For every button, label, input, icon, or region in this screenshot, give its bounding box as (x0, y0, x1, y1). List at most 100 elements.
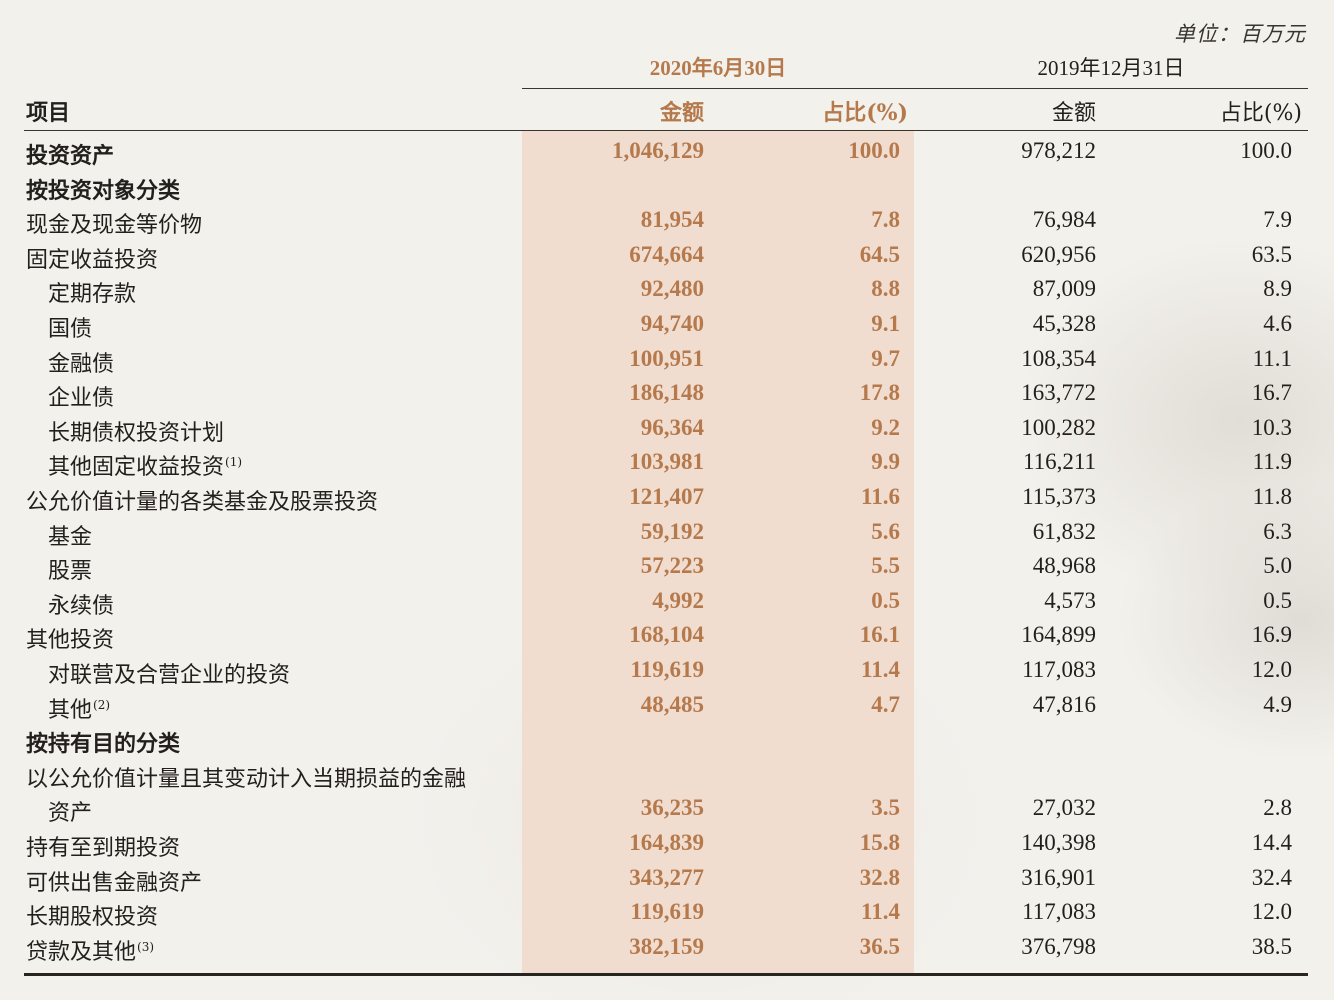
row-label: 金融债 (48, 346, 114, 378)
current-ratio-cell: 15.8 (859, 830, 900, 855)
table-row: 对联营及合营企业的投资 119,619 11.4 117,083 12.0 (0, 653, 1334, 688)
prior-ratio-cell: 100.0 (1240, 138, 1292, 163)
prior-amount-cell: 76,984 (1032, 207, 1096, 233)
prior-amount-cell: 117,083 (1022, 657, 1096, 682)
prior-ratio-cell: 8.9 (1263, 276, 1292, 302)
row-label: 国债 (48, 311, 92, 343)
prior-ratio-cell: 14.4 (1251, 830, 1292, 855)
current-period-highlight (522, 131, 914, 974)
table-row: 国债 94,740 9.1 45,328 4.6 (0, 307, 1334, 343)
current-ratio-cell: 17.8 (859, 380, 900, 406)
row-label-text: 金融债 (48, 351, 115, 377)
row-label-text: 永续债 (48, 593, 115, 619)
prior-amount-cell: 87,009 (1032, 276, 1096, 302)
current-ratio-cell: 5.5 (871, 553, 900, 579)
table-row: 固定收益投资 674,664 64.5 620,956 63.5 (0, 238, 1334, 273)
row-label-text: 持有至到期投资 (26, 836, 181, 861)
row-label: 投资资产 (26, 138, 114, 170)
prior-amount-cell: 108,354 (1021, 345, 1096, 371)
prior-ratio-cell: 63.5 (1251, 241, 1292, 267)
current-ratio-cell: 0.5 (871, 587, 900, 613)
current-amount-cell: 121,407 (629, 484, 704, 509)
row-label-text: 其他固定收益投资 (48, 455, 225, 481)
table-bottom-rule (24, 973, 1308, 976)
prior-ratio-cell: 4.6 (1263, 311, 1292, 336)
current-amount-cell: 164,839 (629, 830, 704, 855)
row-label-text: 投资资产 (26, 143, 115, 169)
table-row: 其他固定收益投资(1) 103,981 9.9 116,211 11.9 (0, 445, 1334, 481)
table-row: 按投资对象分类 (0, 169, 1334, 205)
prior-ratio-cell: 11.1 (1252, 345, 1292, 371)
current-ratio-cell: 11.6 (861, 484, 900, 509)
current-ratio-cell: 16.1 (859, 622, 900, 648)
current-ratio-cell: 11.4 (861, 657, 900, 682)
prior-ratio-cell: 4.9 (1263, 691, 1292, 717)
footnote-marker: (3) (137, 939, 155, 954)
prior-ratio-cell: 11.8 (1252, 484, 1292, 509)
row-label: 长期股权投资 (26, 899, 158, 931)
current-amount-cell: 96,364 (640, 414, 704, 440)
current-ratio-cell: 3.5 (871, 795, 900, 821)
current-ratio-cell: 9.9 (871, 449, 900, 475)
table-row: 长期股权投资 119,619 11.4 117,083 12.0 (0, 895, 1334, 931)
current-ratio-cell: 32.8 (859, 864, 900, 890)
prior-amount-cell: 45,328 (1032, 311, 1096, 336)
current-amount-cell: 119,619 (630, 657, 704, 682)
row-label: 现金及现金等价物 (26, 207, 202, 239)
prior-amount-cell: 978,212 (1021, 138, 1096, 163)
table-row: 公允价值计量的各类基金及股票投资 121,407 11.6 115,373 11.8 (0, 480, 1334, 515)
row-label: 持有至到期投资 (26, 830, 180, 862)
current-ratio-cell: 5.6 (871, 518, 900, 544)
prior-amount-header: 金额 (1051, 101, 1096, 126)
prior-amount-cell: 27,032 (1032, 795, 1096, 821)
row-label-text: 公允价值计量的各类基金及股票投资 (26, 490, 379, 515)
current-amount-cell: 100,951 (629, 345, 704, 371)
row-label-text: 定期存款 (48, 282, 137, 308)
prior-ratio-cell: 12.0 (1251, 657, 1292, 682)
prior-ratio-cell: 5.0 (1263, 553, 1292, 579)
current-ratio-cell: 11.4 (861, 899, 900, 925)
row-label: 按投资对象分类 (26, 173, 180, 205)
current-ratio-header: 占比(%) (822, 100, 908, 126)
prior-ratio-cell: 11.9 (1252, 449, 1292, 475)
prior-ratio-cell: 7.9 (1263, 207, 1292, 233)
prior-amount-cell: 100,282 (1021, 414, 1096, 440)
row-label-text: 长期股权投资 (26, 905, 159, 931)
prior-ratio-cell: 38.5 (1251, 933, 1292, 959)
current-ratio-cell: 36.5 (859, 933, 900, 959)
row-label: 基金 (48, 519, 92, 551)
row-label-text: 长期债权投资计划 (48, 420, 225, 446)
prior-ratio-cell: 16.9 (1251, 622, 1292, 648)
row-label-text: 固定收益投资 (26, 247, 159, 273)
table-row: 按持有目的分类 (0, 722, 1334, 757)
prior-amount-cell: 117,083 (1022, 899, 1096, 925)
row-label: 贷款及其他(3) (26, 934, 154, 966)
current-amount-cell: 674,664 (629, 241, 704, 267)
row-label: 股票 (48, 553, 92, 585)
table-row: 投资资产 1,046,129 100.0 978,212 100.0 (0, 134, 1334, 170)
current-amount-cell: 103,981 (629, 449, 704, 475)
header-divider (24, 130, 1308, 131)
current-amount-cell: 57,223 (640, 553, 704, 579)
row-label: 以公允价值计量且其变动计入当期损益的金融 (26, 761, 466, 793)
unit-label: 单位：百万元 (1174, 22, 1306, 46)
prior-ratio-cell: 0.5 (1263, 587, 1292, 613)
prior-ratio-cell: 16.7 (1251, 380, 1292, 406)
table-row: 其他投资 168,104 16.1 164,899 16.9 (0, 618, 1334, 653)
row-label: 企业债 (48, 380, 114, 412)
table-row: 永续债 4,992 0.5 4,573 0.5 (0, 584, 1334, 619)
current-ratio-cell: 9.1 (871, 311, 900, 336)
prior-amount-cell: 140,398 (1021, 830, 1096, 855)
prior-ratio-cell: 32.4 (1251, 864, 1292, 890)
current-amount-cell: 48,485 (640, 691, 704, 717)
prior-ratio-cell: 12.0 (1251, 899, 1292, 925)
current-ratio-cell: 8.8 (871, 276, 900, 302)
row-label-text: 国债 (48, 317, 93, 342)
row-label: 其他固定收益投资(1) (48, 449, 242, 481)
prior-amount-cell: 163,772 (1021, 380, 1096, 406)
table-row: 企业债 186,148 17.8 163,772 16.7 (0, 376, 1334, 412)
current-ratio-cell: 4.7 (871, 691, 900, 717)
row-label: 资产 (48, 795, 92, 827)
current-ratio-cell: 100.0 (848, 138, 900, 163)
table-row: 长期债权投资计划 96,364 9.2 100,282 10.3 (0, 411, 1334, 446)
